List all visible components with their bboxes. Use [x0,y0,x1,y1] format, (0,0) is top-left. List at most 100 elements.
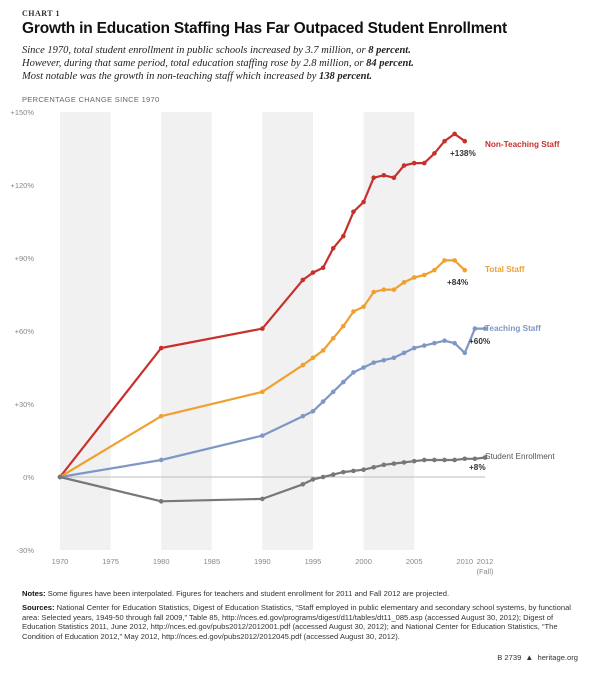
data-point [351,209,356,215]
data-point [310,355,316,361]
subtitle-line-3-text: Most notable was the growth in non-teach… [22,71,319,82]
data-point [432,340,437,346]
subtitle-line-2-emphasis: 84 percent. [366,58,414,69]
data-point [158,345,164,351]
data-point [391,287,397,292]
data-point [411,345,417,351]
chart-footer: B 2739 ▲ heritage.org [497,653,578,662]
data-point [371,464,376,470]
data-point [310,409,316,414]
data-point [330,389,336,395]
data-point [452,131,457,137]
y-tick-label: 0% [23,473,34,482]
data-point [300,413,306,419]
data-point [462,350,468,356]
series-name-label: Non-Teaching Staff [485,140,560,149]
data-point [351,370,356,375]
data-point [482,455,488,460]
series-line [59,456,486,503]
series-line [59,327,485,479]
data-point [57,474,63,480]
data-point [421,457,427,463]
data-point [381,287,387,292]
data-point [330,245,336,251]
series-name-label: Student Enrollment [485,452,555,461]
y-tick-label: +30% [15,400,35,409]
data-point [341,323,346,329]
x-tick-label: 1975 [102,557,119,566]
notes-text: Some figures have been interpolated. Fig… [45,589,450,598]
data-point [421,343,427,348]
data-point [260,433,265,438]
data-point [371,360,376,365]
data-point [482,326,488,331]
series-name-label: Teaching Staff [485,324,541,333]
sources-label: Sources: [22,603,55,612]
heritage-bell-icon: ▲ [525,653,534,662]
x-tick-label: 1995 [305,557,322,566]
data-point [330,472,336,477]
series-group: Total Staff +84% [57,258,525,480]
y-tick-label: +150% [10,108,34,117]
data-point [432,151,437,156]
data-point [472,456,478,462]
data-point [361,304,366,309]
data-point [371,289,376,295]
data-point [381,172,387,178]
x-tick-sublabel: (Fall) [476,567,494,576]
data-point [341,379,346,385]
data-point [381,462,387,468]
data-point [320,265,326,271]
subtitle-line-3-emphasis: 138 percent. [318,71,373,82]
data-point [442,138,447,144]
x-tick-label: 1980 [153,557,170,566]
series-end-value-label: +138% [450,149,476,158]
data-point [341,233,346,239]
series-group: Student Enrollment +8% [57,452,555,504]
data-point [401,350,407,356]
site-name: heritage.org [537,653,578,662]
grid-band [161,112,212,550]
data-point [391,461,397,466]
series-end-value-label: +60% [469,337,491,346]
data-point [401,460,407,465]
data-point [330,336,336,341]
data-point [260,496,265,502]
data-point [361,467,366,473]
y-tick-label: -30% [16,546,34,555]
y-axis-title: PERCENTAGE CHANGE SINCE 1970 [22,95,160,104]
x-tick-label: 1985 [203,557,220,566]
report-code: B 2739 [497,653,522,662]
x-tick-label: 2010 [456,557,473,566]
data-point [341,469,346,475]
grid-band [60,112,111,550]
data-point [361,199,366,205]
data-point [401,280,407,285]
grid-band [363,112,415,550]
data-point [300,362,306,368]
series-group: Non-Teaching Staff +138% [57,131,560,480]
data-point [462,456,468,462]
chart-number-label: CHART 1 [22,9,60,18]
chart-title: Growth in Education Staffing Has Far Out… [22,20,507,37]
y-tick-label: +60% [15,327,35,336]
data-point [442,338,447,344]
subtitle-line-2-text: However, during that same period, total … [22,58,367,69]
data-point [381,357,387,363]
series-end-value-label: +8% [469,463,486,472]
data-point [462,138,468,144]
data-point [411,160,417,166]
data-point [351,468,356,474]
data-point [421,272,427,278]
data-point [401,163,407,168]
chart-sources: Sources: National Center for Education S… [22,603,577,641]
data-point [472,326,478,331]
data-point [442,457,447,463]
data-point [320,348,326,353]
x-tick-label: 2005 [406,557,423,566]
data-point [391,175,397,180]
data-point [361,365,366,370]
series-end-value-label: +84% [447,278,469,287]
data-point [300,482,306,487]
